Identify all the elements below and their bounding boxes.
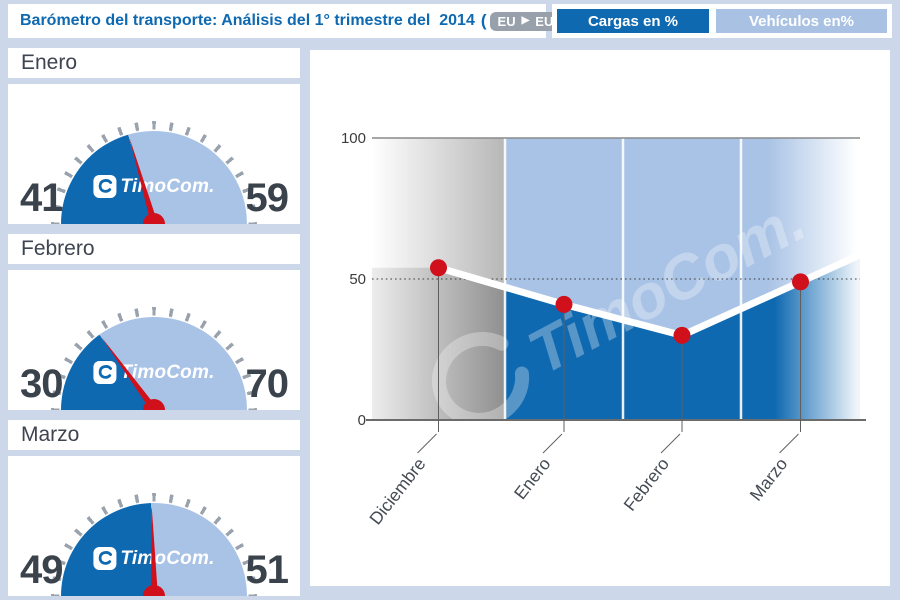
timocom-wordmark: TimoCom. bbox=[120, 175, 215, 197]
data-point bbox=[673, 326, 691, 344]
month-title: Enero bbox=[8, 48, 300, 78]
label-callout-line bbox=[417, 433, 437, 454]
timocom-swoosh-icon bbox=[93, 547, 117, 570]
gauge-hub bbox=[143, 585, 165, 596]
y-tick-100: 100 bbox=[340, 130, 366, 147]
tab-cargas[interactable]: Cargas en % bbox=[557, 9, 709, 33]
month-card-enero: Enero TimoCom. 41 59 bbox=[8, 48, 300, 224]
trend-chart: TimoCom. bbox=[366, 137, 866, 454]
trend-chart-panel: TimoCom. bbox=[310, 50, 890, 586]
month-card-marzo: Marzo TimoCom. 49 51 bbox=[8, 420, 300, 596]
watermark-swoosh-icon bbox=[432, 331, 530, 427]
gauge-hub bbox=[143, 213, 165, 224]
timocom-wordmark: TimoCom. bbox=[120, 547, 215, 569]
data-point bbox=[555, 295, 573, 313]
timocom-swoosh-icon bbox=[93, 361, 117, 384]
header-title-bar: Barómetro del transporte: Análisis del 1… bbox=[8, 4, 570, 38]
label-callout-line bbox=[779, 433, 799, 454]
month-title: Febrero bbox=[8, 234, 300, 264]
gauge-dial: TimoCom. bbox=[51, 121, 257, 224]
bracket-open: ( bbox=[480, 11, 487, 30]
gauge-value-left: 30 bbox=[20, 362, 63, 406]
y-tick-50: 50 bbox=[349, 271, 366, 288]
route-arrow-icon: ▶ bbox=[521, 15, 530, 26]
timocom-logo: TimoCom. bbox=[93, 175, 214, 198]
timocom-swoosh-icon bbox=[93, 175, 117, 198]
timocom-logo: TimoCom. bbox=[93, 547, 214, 570]
label-callout-line bbox=[660, 433, 681, 454]
gauge-marzo: TimoCom. 49 51 bbox=[8, 456, 300, 596]
timocom-wordmark: TimoCom. bbox=[120, 361, 215, 383]
data-point bbox=[792, 273, 809, 291]
gauge-febrero: TimoCom. 30 70 bbox=[8, 270, 300, 410]
gauge-value-left: 49 bbox=[20, 548, 63, 592]
route-from: EU bbox=[497, 13, 516, 29]
timocom-logo: TimoCom. bbox=[93, 361, 214, 384]
month-card-febrero: Febrero TimoCom. 30 70 bbox=[8, 234, 300, 410]
tab-vehiculos[interactable]: Vehículos en% bbox=[716, 9, 887, 33]
gauge-value-right: 51 bbox=[245, 548, 289, 592]
label-callout-line bbox=[542, 433, 563, 454]
gauge-value-left: 41 bbox=[20, 176, 63, 220]
gauge-dial: TimoCom. bbox=[51, 307, 257, 410]
view-tabs: Cargas en % Vehículos en% bbox=[552, 4, 892, 38]
gauge-value-right: 70 bbox=[245, 362, 289, 406]
gauge-value-right: 59 bbox=[245, 176, 289, 220]
month-title: Marzo bbox=[8, 420, 300, 450]
route-to: EU bbox=[535, 13, 554, 29]
gauge-enero: TimoCom. 41 59 bbox=[8, 84, 300, 224]
page-title: Barómetro del transporte: Análisis del 1… bbox=[20, 12, 475, 29]
y-tick-0: 0 bbox=[357, 412, 366, 429]
data-point bbox=[430, 259, 447, 277]
gauge-hub bbox=[143, 399, 165, 410]
route-selector-badge[interactable]: EU ▶ EU bbox=[489, 11, 562, 31]
gauge-dial: TimoCom. bbox=[51, 493, 257, 596]
